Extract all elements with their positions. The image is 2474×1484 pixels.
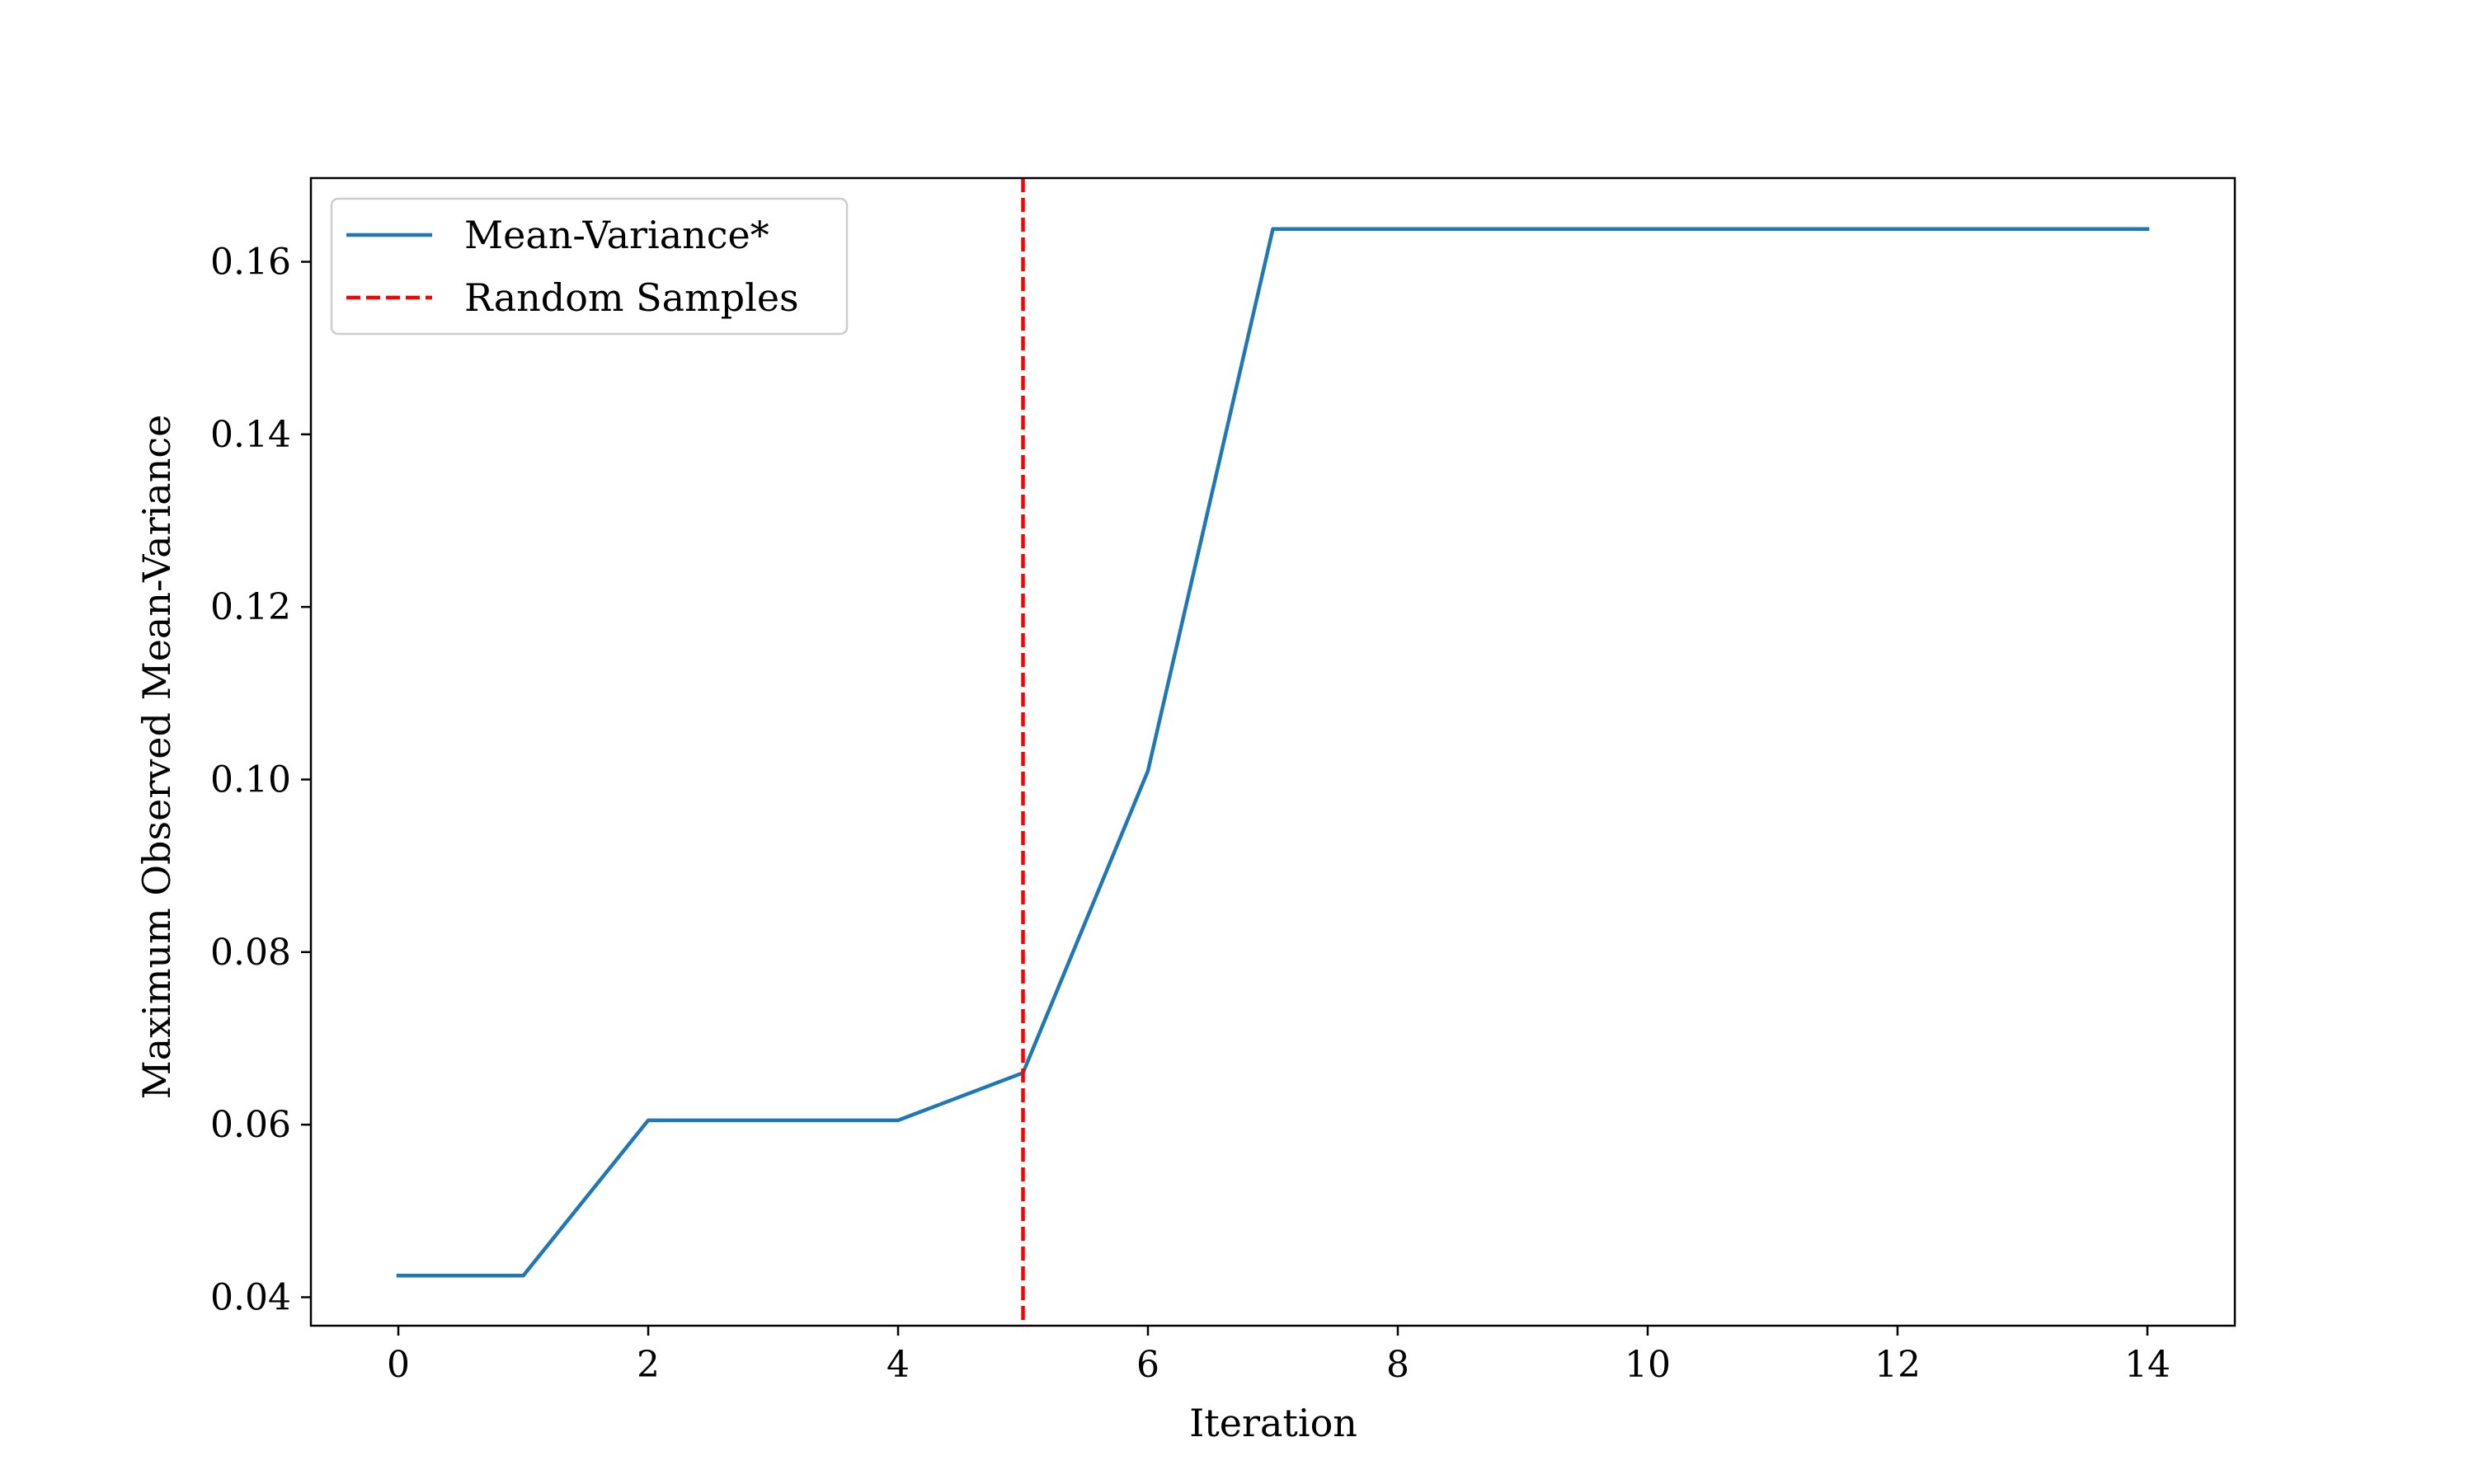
y-tick-label: 0.10	[210, 758, 291, 801]
series-line-0	[396, 227, 2150, 1278]
x-tick-label: 6	[1136, 1344, 1159, 1386]
x-axis-label: Iteration	[1189, 1401, 1357, 1445]
y-axis-label: Maximum Observed Mean-Variance	[134, 415, 179, 1100]
x-tick-label: 14	[2124, 1344, 2171, 1386]
y-tick-label: 0.06	[210, 1104, 291, 1146]
y-tick-label: 0.14	[210, 414, 291, 456]
axes: 0 2 4 6 8 10 12 14 0.04 0.06 0.08 0.10 0.12 0.14 0.16	[210, 176, 2236, 1386]
x-tick-label: 10	[1625, 1344, 1671, 1386]
y-tick-label: 0.16	[210, 242, 291, 284]
y-tick-label: 0.04	[210, 1276, 291, 1318]
y-tick-label: 0.12	[210, 586, 291, 628]
y-tick-label: 0.08	[210, 932, 291, 974]
plot-area	[396, 178, 2150, 1326]
legend-label-1: Random Samples	[464, 275, 799, 320]
plot-frame	[309, 176, 2236, 1327]
legend-box	[330, 197, 849, 336]
x-tick-label: 0	[387, 1344, 410, 1386]
x-tick-label: 8	[1386, 1344, 1409, 1386]
legend: Mean-Variance* Random Samples	[330, 197, 849, 336]
x-tick-label: 2	[637, 1344, 660, 1386]
x-tick-label: 12	[1874, 1344, 1921, 1386]
legend-label-0: Mean-Variance*	[464, 213, 769, 257]
x-tick-label: 4	[887, 1344, 910, 1386]
